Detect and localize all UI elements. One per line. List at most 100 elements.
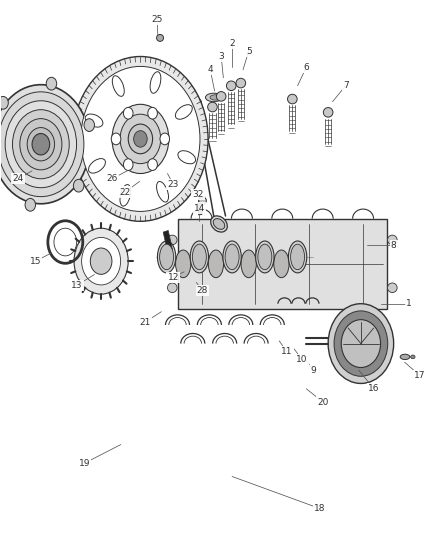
Circle shape [32, 133, 49, 155]
Text: 6: 6 [304, 63, 309, 71]
Ellipse shape [112, 76, 124, 96]
Circle shape [27, 127, 55, 161]
Circle shape [73, 56, 208, 221]
Ellipse shape [400, 354, 410, 360]
Text: 15: 15 [30, 257, 41, 265]
Circle shape [128, 124, 152, 154]
Ellipse shape [225, 244, 239, 270]
Ellipse shape [205, 93, 222, 102]
Circle shape [112, 104, 169, 174]
Text: 24: 24 [13, 174, 24, 183]
Text: 23: 23 [167, 180, 179, 189]
Ellipse shape [210, 95, 221, 100]
Circle shape [74, 179, 84, 192]
Circle shape [81, 67, 200, 212]
Ellipse shape [85, 114, 103, 127]
Circle shape [111, 133, 121, 145]
Bar [198, 203, 202, 215]
Ellipse shape [159, 244, 173, 270]
Circle shape [334, 311, 388, 376]
Ellipse shape [166, 101, 174, 106]
Text: 3: 3 [218, 52, 224, 61]
Ellipse shape [208, 102, 217, 112]
Ellipse shape [290, 244, 304, 270]
Circle shape [0, 96, 8, 109]
Ellipse shape [156, 181, 169, 202]
Ellipse shape [157, 241, 176, 273]
Ellipse shape [226, 81, 236, 91]
Ellipse shape [198, 197, 206, 204]
Bar [155, 90, 184, 110]
Text: 5: 5 [246, 47, 251, 55]
Circle shape [13, 110, 69, 179]
Ellipse shape [236, 78, 246, 88]
Ellipse shape [223, 241, 241, 273]
Text: 7: 7 [343, 81, 349, 90]
Text: 18: 18 [314, 504, 325, 513]
Text: 17: 17 [414, 371, 426, 380]
Ellipse shape [213, 219, 225, 229]
Text: 25: 25 [151, 15, 162, 24]
Text: 22: 22 [120, 188, 131, 197]
Text: 1: 1 [406, 299, 412, 308]
Circle shape [0, 92, 84, 197]
Bar [177, 219, 387, 309]
Text: 12: 12 [167, 273, 179, 281]
Ellipse shape [323, 108, 333, 117]
Ellipse shape [256, 241, 274, 273]
Ellipse shape [120, 184, 131, 206]
Circle shape [81, 238, 120, 285]
Circle shape [134, 131, 147, 147]
Ellipse shape [211, 216, 227, 232]
Ellipse shape [167, 235, 177, 245]
Text: 4: 4 [208, 66, 213, 74]
Ellipse shape [175, 104, 192, 119]
Circle shape [46, 77, 57, 90]
Text: 10: 10 [296, 355, 308, 364]
Text: 32: 32 [192, 190, 204, 199]
Circle shape [84, 119, 95, 132]
Ellipse shape [411, 355, 415, 359]
Circle shape [5, 101, 77, 188]
Circle shape [90, 248, 112, 274]
Text: 13: 13 [71, 280, 83, 289]
Ellipse shape [258, 244, 272, 270]
Ellipse shape [190, 241, 208, 273]
Circle shape [160, 133, 170, 145]
Circle shape [25, 198, 35, 211]
Text: 14: 14 [194, 204, 205, 213]
Circle shape [148, 159, 157, 171]
Ellipse shape [150, 72, 161, 93]
Ellipse shape [388, 283, 397, 293]
Text: 11: 11 [281, 347, 293, 356]
Text: 9: 9 [310, 366, 316, 375]
Text: 21: 21 [139, 318, 151, 327]
Circle shape [341, 320, 381, 368]
Text: 19: 19 [79, 459, 90, 467]
Circle shape [120, 114, 161, 164]
Circle shape [148, 107, 157, 119]
Ellipse shape [178, 151, 196, 164]
Ellipse shape [193, 99, 201, 107]
Circle shape [74, 228, 128, 294]
Text: 20: 20 [317, 398, 328, 407]
Ellipse shape [216, 92, 226, 101]
Text: 8: 8 [391, 241, 396, 250]
Text: 16: 16 [368, 384, 380, 393]
Ellipse shape [156, 35, 163, 42]
Text: 26: 26 [106, 174, 118, 183]
Ellipse shape [88, 159, 106, 173]
Ellipse shape [274, 250, 289, 278]
Text: 2: 2 [229, 39, 235, 48]
Ellipse shape [388, 235, 397, 245]
Ellipse shape [288, 241, 307, 273]
Text: 28: 28 [197, 286, 208, 295]
Ellipse shape [176, 250, 191, 278]
Circle shape [0, 85, 90, 204]
Circle shape [124, 159, 133, 171]
Ellipse shape [192, 244, 206, 270]
Ellipse shape [241, 250, 256, 278]
Ellipse shape [288, 94, 297, 104]
Circle shape [328, 304, 394, 383]
Ellipse shape [167, 283, 177, 293]
